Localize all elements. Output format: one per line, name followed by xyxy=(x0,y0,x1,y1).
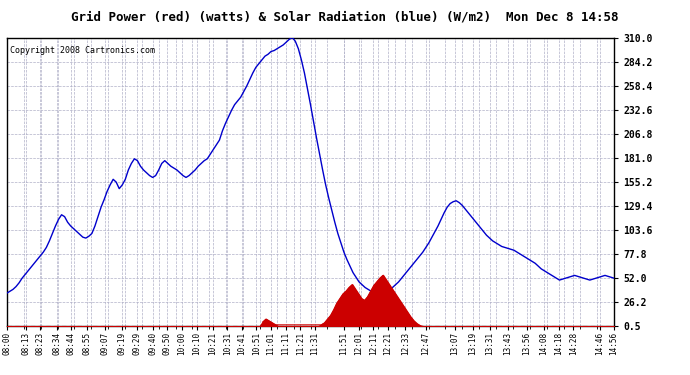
Text: Grid Power (red) (watts) & Solar Radiation (blue) (W/m2)  Mon Dec 8 14:58: Grid Power (red) (watts) & Solar Radiati… xyxy=(71,10,619,23)
Text: Copyright 2008 Cartronics.com: Copyright 2008 Cartronics.com xyxy=(10,46,155,55)
